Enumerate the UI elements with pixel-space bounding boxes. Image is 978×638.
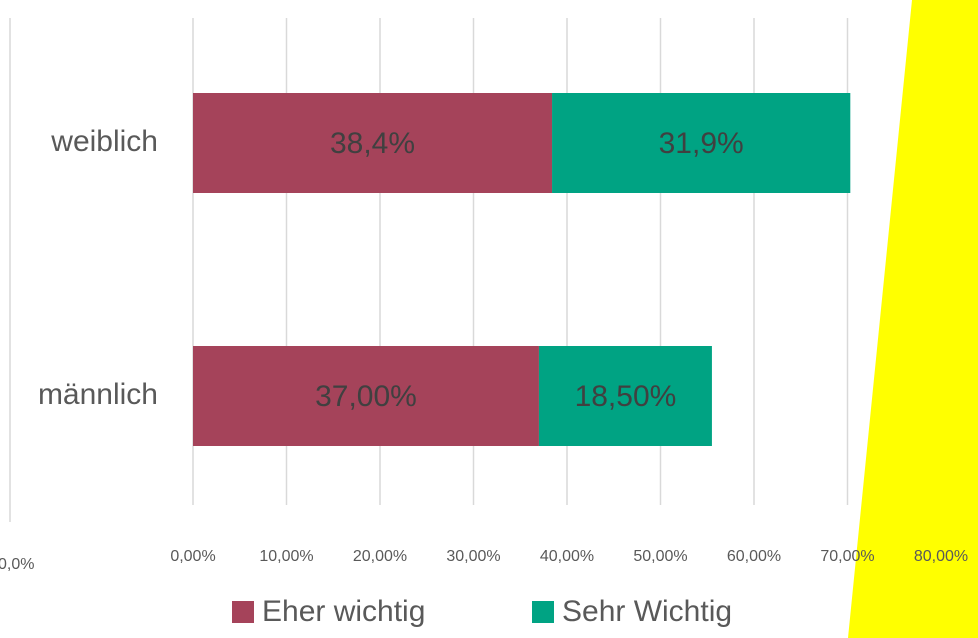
x-tick-label: 40,00% [540, 548, 594, 565]
bar [538, 346, 712, 446]
y-tick-label: weiblich [50, 125, 158, 158]
cropped-label: 0,0% [0, 556, 34, 573]
x-tick-label: 50,00% [633, 548, 687, 565]
x-tick-label: 70,00% [820, 548, 874, 565]
x-tick-label: 80,00% [914, 548, 968, 565]
legend-label: Eher wichtig [262, 595, 425, 628]
x-tick-label: 20,00% [353, 548, 407, 565]
y-tick-label: männlich [38, 378, 158, 411]
x-tick-label: 0,00% [170, 548, 215, 565]
highlight-shape [848, 0, 978, 638]
overlay: 0,00% 10,00% 20,00% 30,00% 40,00% 50,00% 60,00… [170, 548, 968, 565]
legend-swatch [532, 601, 554, 623]
x-tick-label: 30,00% [446, 548, 500, 565]
bar [552, 93, 851, 193]
bar [193, 93, 553, 193]
x-tick-label: 60,00% [727, 548, 781, 565]
bar [193, 346, 539, 446]
value-label: 31,9% [659, 127, 744, 160]
x-tick-label: 10,00% [259, 548, 313, 565]
value-label: 38,4% [330, 127, 415, 160]
legend-label: Sehr Wichtig [562, 595, 732, 628]
value-label: 18,50% [575, 380, 677, 413]
value-label: 37,00% [315, 380, 417, 413]
legend-swatch [232, 601, 254, 623]
